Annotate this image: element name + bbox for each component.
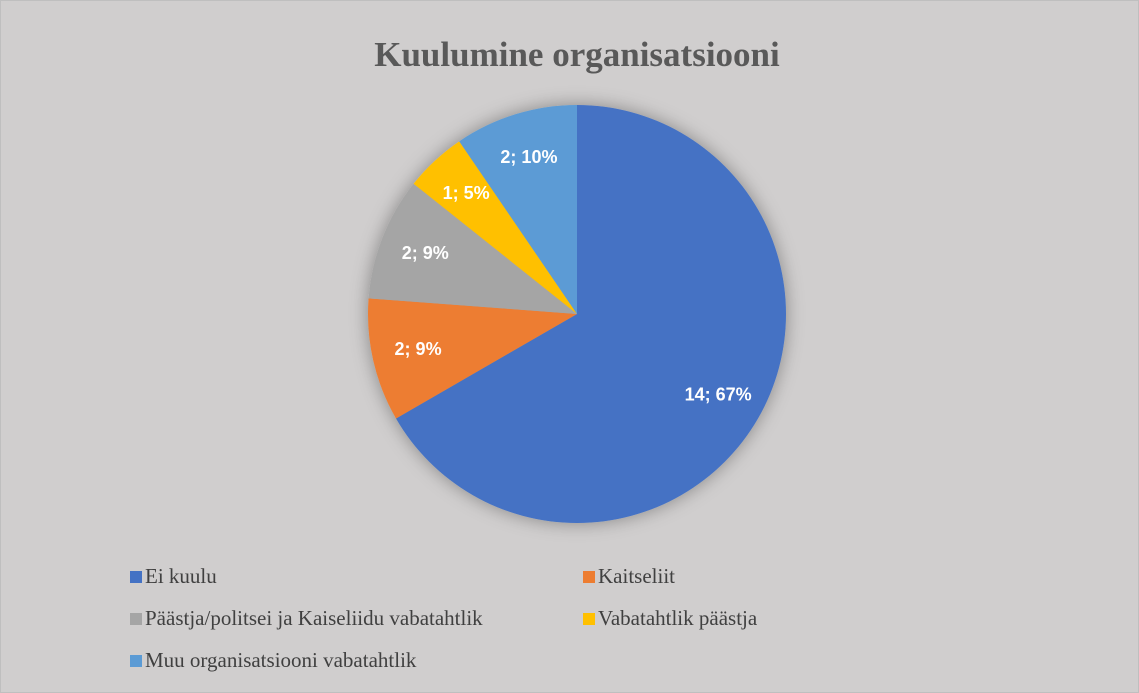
legend-label: Kaitseliit xyxy=(598,564,675,588)
data-label: 14; 67% xyxy=(685,384,752,404)
legend-swatch xyxy=(583,571,595,583)
pie-slice xyxy=(396,105,787,523)
pie-slice xyxy=(368,298,577,419)
pie-slice xyxy=(459,105,577,314)
pie-slice xyxy=(368,183,577,314)
data-label: 2; 10% xyxy=(500,147,557,167)
legend-label: Vabatahtlik päästja xyxy=(598,606,758,630)
legend-swatch xyxy=(583,613,595,625)
legend-swatch xyxy=(130,655,142,667)
chart-title: Kuulumine organisatsiooni xyxy=(374,35,780,74)
data-label: 2; 9% xyxy=(395,339,442,359)
pie-slice xyxy=(413,141,577,314)
legend-swatch xyxy=(130,613,142,625)
data-label: 2; 9% xyxy=(402,243,449,263)
legend-label: Muu organisatsiooni vabatahtlik xyxy=(145,648,417,672)
legend-label: Päästja/politsei ja Kaiseliidu vabatahtl… xyxy=(145,606,483,630)
legend-swatch xyxy=(130,571,142,583)
legend-label: Ei kuulu xyxy=(145,564,217,588)
pie xyxy=(368,105,787,523)
data-label: 1; 5% xyxy=(443,183,490,203)
